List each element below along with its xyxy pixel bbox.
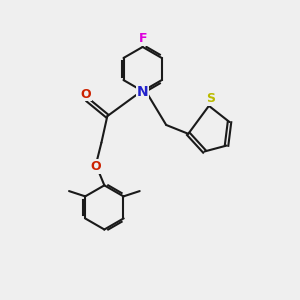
Text: N: N: [137, 85, 148, 99]
Text: F: F: [138, 32, 147, 45]
Text: O: O: [90, 160, 101, 173]
Text: S: S: [206, 92, 215, 105]
Text: O: O: [81, 88, 92, 100]
